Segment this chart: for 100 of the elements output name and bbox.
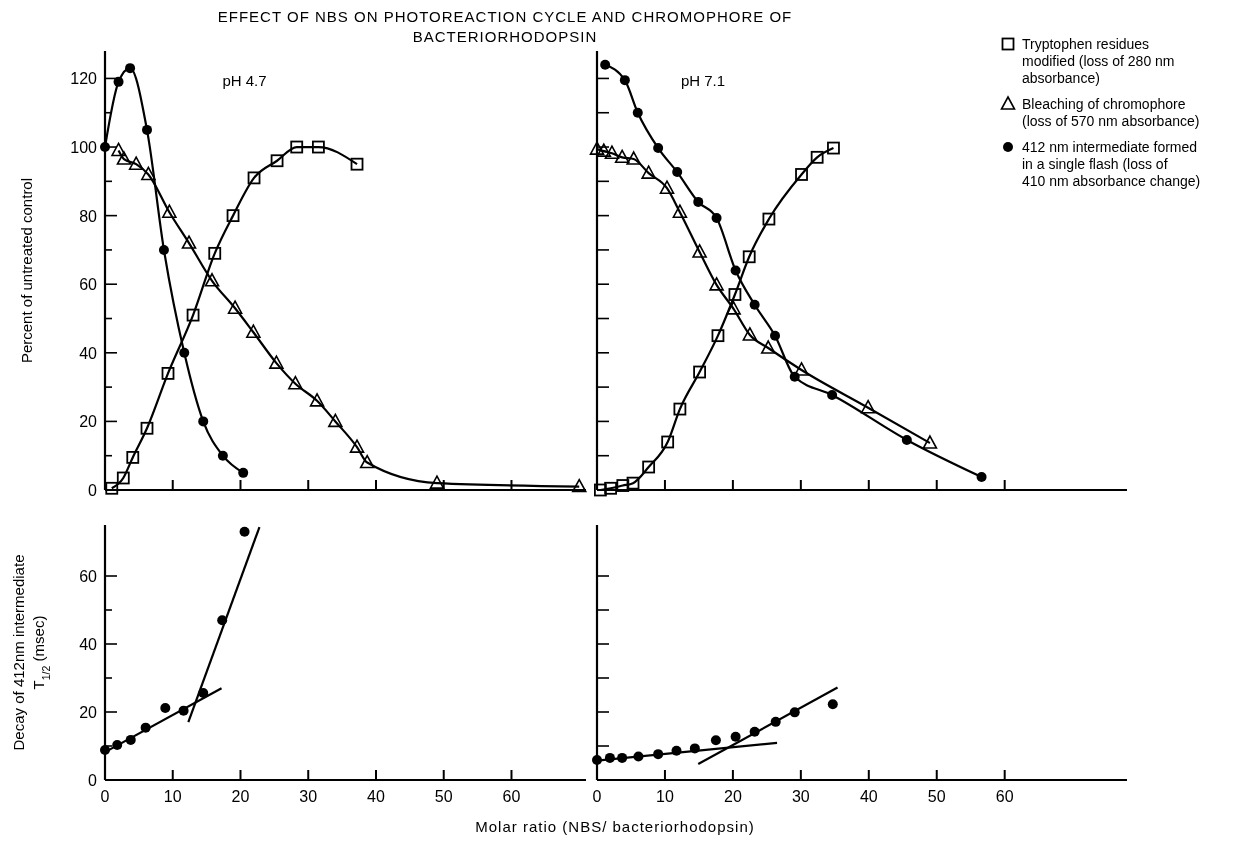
point (922, 435, 938, 449)
annotation: pH 4.7 (222, 72, 267, 90)
point (328, 413, 343, 428)
point (113, 76, 124, 87)
point (632, 107, 643, 118)
y-axis-title: Percent of untreated control (18, 177, 35, 364)
point (126, 451, 140, 464)
point (730, 731, 741, 742)
point (760, 340, 776, 354)
point (238, 467, 249, 478)
x-tick-label: 50 (927, 788, 946, 805)
point (290, 140, 304, 154)
point (642, 460, 656, 474)
point (726, 301, 741, 315)
point (217, 450, 228, 461)
point (571, 478, 587, 493)
point (604, 145, 620, 159)
point (247, 171, 261, 185)
point (693, 365, 706, 379)
x-tick-label: 40 (859, 788, 878, 805)
point (653, 143, 664, 154)
point (128, 156, 144, 170)
point (142, 124, 152, 135)
point (161, 366, 175, 380)
x-tick-label: 60 (995, 788, 1014, 805)
y-tick-label: 120 (70, 70, 98, 88)
y-tick-label: 20 (79, 413, 98, 431)
point (239, 526, 250, 537)
point (827, 699, 838, 710)
annotation: pH 7.1 (680, 72, 726, 90)
x-tick-label: 10 (163, 788, 182, 805)
x-tick-label: 20 (724, 788, 742, 805)
point (350, 157, 364, 171)
point (116, 471, 130, 485)
point (270, 154, 284, 168)
point (100, 142, 110, 153)
y-tick-label: 100 (70, 139, 98, 157)
point (208, 246, 222, 260)
point (309, 393, 325, 407)
point (976, 471, 987, 482)
point (359, 454, 375, 469)
legend-label: Bleaching of chromophore (loss of 570 nm absorbance) (1022, 96, 1200, 129)
point (672, 167, 683, 178)
point (179, 347, 190, 358)
point (198, 416, 209, 427)
point (711, 213, 722, 224)
point (158, 244, 169, 255)
x-tick-label: 0 (592, 788, 602, 805)
point (661, 435, 675, 449)
point (901, 434, 912, 445)
x-axis-title: Molar ratio (NBS/ bacteriorhodopsin) (475, 818, 755, 835)
point (111, 142, 126, 157)
point (626, 151, 641, 165)
y-tick-label: 60 (79, 568, 98, 585)
x-tick-label: 30 (299, 788, 318, 805)
point (227, 300, 243, 315)
legend-label: Tryptophen residues modified (loss of 280 nm absorbance) (1022, 36, 1175, 86)
point (709, 277, 724, 291)
point (730, 265, 741, 276)
y-tick-label: 80 (79, 207, 98, 225)
y-tick-label: 0 (88, 772, 98, 789)
y-tick-label: 0 (88, 482, 98, 499)
point (749, 299, 760, 310)
x-tick-label: 30 (791, 788, 810, 805)
y-tick-label: 40 (79, 636, 98, 653)
point (762, 212, 776, 226)
point (186, 308, 200, 322)
point (288, 375, 303, 390)
point (160, 702, 171, 713)
x-tick-label: 60 (502, 788, 521, 805)
point (589, 141, 605, 155)
point (125, 63, 136, 74)
point (604, 481, 617, 495)
x-tick-label: 20 (231, 788, 250, 805)
point (672, 204, 688, 218)
point (742, 250, 756, 264)
x-tick-label: 10 (656, 788, 674, 805)
point (429, 475, 445, 489)
point (226, 209, 240, 223)
point (246, 324, 261, 339)
x-tick-label: 0 (100, 788, 110, 805)
point (673, 402, 687, 416)
point (141, 166, 156, 181)
point (827, 141, 840, 155)
point (692, 244, 707, 258)
x-tick-label: 50 (434, 788, 453, 805)
point (710, 735, 721, 746)
point (810, 150, 824, 164)
point (269, 355, 284, 369)
point (659, 180, 675, 194)
point (204, 272, 220, 287)
chart-title: EFFECT OF NBS ON PHOTOREACTION CYCLE AND CHROMOPHORE OF BACTERIORHODOPSIN (217, 8, 793, 45)
y-tick-label: 60 (79, 276, 98, 294)
y-tick-label: 20 (79, 704, 98, 721)
point (693, 196, 704, 207)
point (116, 151, 132, 165)
point (349, 439, 365, 453)
point (619, 75, 630, 86)
legend-label: 412 nm intermediate formed in a single flash (loss of 410 nm absorbance change) (1022, 139, 1201, 189)
point (105, 481, 119, 495)
